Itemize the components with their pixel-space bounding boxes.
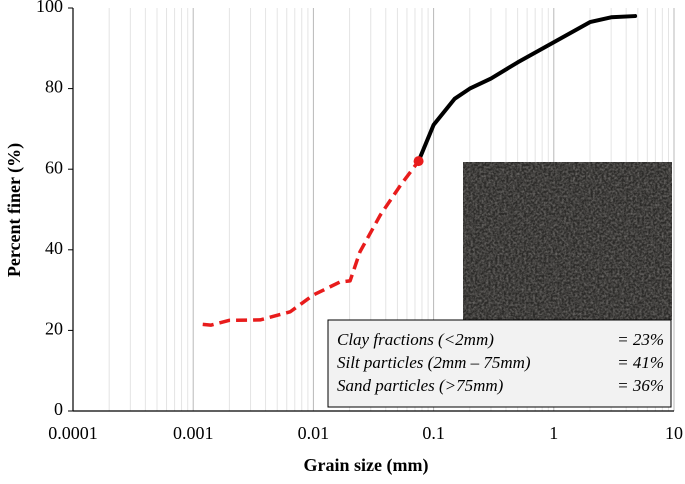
series-line	[202, 160, 420, 327]
x-axis-label: Grain size (mm)	[304, 455, 429, 476]
annotation-label: Silt particles (2mm – 75mm)	[337, 353, 531, 372]
x-tick-label: 0.0001	[48, 423, 98, 443]
y-tick-label: 100	[36, 0, 63, 16]
y-tick-label: 80	[45, 77, 63, 97]
annotation-box	[327, 319, 672, 408]
y-tick-label: 0	[54, 399, 63, 419]
y-tick-label: 60	[45, 157, 63, 177]
y-tick-label: 20	[45, 319, 63, 339]
series-line	[416, 14, 638, 164]
x-tick-label: 0.001	[173, 423, 214, 443]
annotation-value: = 41%	[617, 353, 664, 372]
x-tick-label: 0.01	[298, 423, 330, 443]
annotation-label: Sand particles (>75mm)	[337, 376, 504, 395]
soil-photo	[463, 162, 672, 320]
junction-point	[413, 156, 424, 167]
x-tick-label: 1	[549, 423, 558, 443]
y-axis-label: Percent finer (%)	[4, 143, 25, 277]
annotation-value: = 36%	[617, 376, 664, 395]
x-tick-label: 0.1	[422, 423, 445, 443]
y-tick-label: 40	[45, 238, 63, 258]
x-tick-label: 10	[665, 423, 683, 443]
annotation-label: Clay fractions (<2mm)	[337, 330, 494, 349]
annotation-value: = 23%	[617, 330, 664, 349]
